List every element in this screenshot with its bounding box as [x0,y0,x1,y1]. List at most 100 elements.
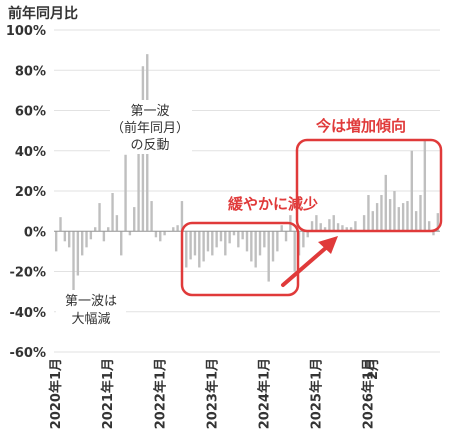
annotation-first-wave-drop: 第一波は 大幅減 [56,290,126,330]
bar [254,231,257,268]
bar [180,201,184,232]
bar [72,231,75,302]
chart-title: 前年同月比 [8,5,78,22]
increase-highlight-box [295,138,443,233]
bar [427,221,431,232]
bar [345,227,348,232]
bar [384,174,387,232]
bar [258,231,262,256]
bar [245,231,249,252]
y-tick-label: -40% [9,306,46,321]
annotation-rising-trend: 今は増加傾向 [315,117,406,135]
bar [341,225,344,232]
x-tick-label: 2025年1月 [308,358,324,429]
bar [263,231,266,248]
bar [189,231,192,260]
x-tick-label: 2020年1月 [48,358,64,429]
bars [54,54,440,302]
bar [94,227,97,232]
bar [150,201,153,232]
bar [193,231,197,256]
bar [319,223,322,232]
bar [354,221,357,232]
bar [176,225,179,232]
bar [67,231,71,248]
bar [124,154,127,232]
bar [414,211,418,232]
bar [98,203,101,232]
annotation-drop-line1: 第一波は [65,294,117,309]
bar [336,223,340,232]
bar [54,231,58,252]
annotation-rebound-line1: 第一波 [130,104,169,119]
annotation-rebound-line3: の反動 [130,138,169,153]
annotation-drop-line2: 大幅減 [71,311,110,327]
bar [367,195,370,232]
y-tick-label: 100% [6,24,46,39]
bar [215,231,218,248]
bar [224,231,227,256]
y-tick-label: -60% [9,346,46,361]
x-axis-tick-labels: 2020年1月 2021年1月 2022年1月 2023年1月 2024年1月 2025年… [48,358,381,429]
drop-label-bg [56,290,126,330]
bar [85,231,88,248]
bar [206,231,210,252]
bar [423,140,427,232]
bar [293,231,296,272]
bar [163,231,166,236]
bar [102,231,106,242]
x-tick-label: 2026年1月 [360,358,376,429]
bar [362,215,366,232]
bar [332,215,335,232]
bar [432,231,435,236]
bar [202,231,205,262]
bar [154,231,158,238]
bar [59,217,62,232]
bar [159,231,162,242]
rebound-label-bg [110,100,192,154]
bar [419,195,422,232]
annotation-first-wave-rebound: 第一波 （前年同月） の反動 [110,100,192,154]
bar [271,231,275,262]
y-tick-label: 40% [15,145,46,160]
bar [393,191,396,232]
bar [120,231,123,256]
bar [250,231,253,262]
bar [267,231,270,282]
y-tick-label: 60% [15,105,46,120]
decrease-highlight-box [180,221,300,297]
bar [310,221,314,232]
bar [228,231,231,244]
bar [280,225,283,232]
x-tick-label: 2024年1月 [256,358,272,429]
bar [315,215,318,232]
bar [185,231,188,268]
bar [111,193,114,232]
bar [436,213,440,232]
bar [232,231,236,236]
annotation-gradual-decrease: 緩やかに減少 [228,195,318,213]
bar [211,231,214,256]
bar [219,231,223,242]
bar [371,211,374,232]
bar [323,227,327,232]
bar [349,227,353,232]
y-tick-label: -20% [9,266,46,281]
bar [306,231,309,238]
bar [375,203,379,232]
bar [284,231,288,242]
y-tick-label: 0% [24,225,46,240]
x-tick-label: 2021年1月 [100,358,116,429]
bar [128,231,132,236]
bar [133,207,136,232]
bar [89,231,93,240]
annotation-decrease-region: 緩やかに減少 [180,195,338,297]
x-tick-label: 2023年1月 [204,358,220,429]
bar [328,219,331,232]
bar [241,231,244,240]
bar [107,227,110,232]
bar [80,231,84,256]
bar [172,227,175,232]
annotation-increase-region: 今は増加傾向 [295,117,443,233]
